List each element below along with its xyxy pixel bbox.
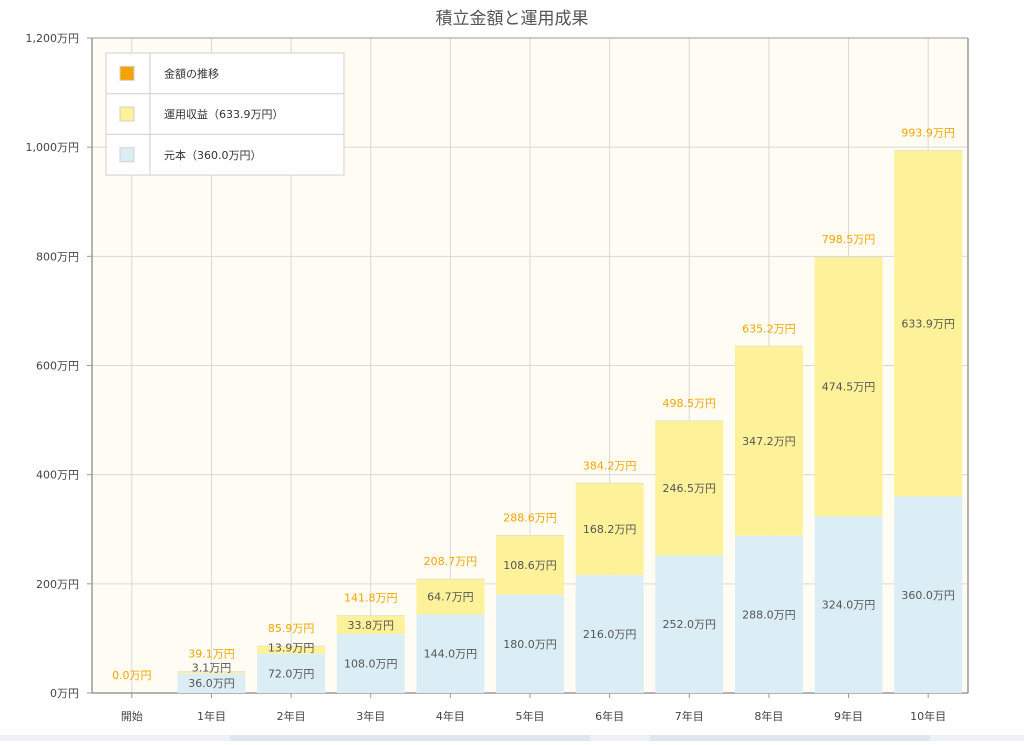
x-tick-label: 8年目 <box>754 709 783 723</box>
principal-value-label: 36.0万円 <box>188 677 235 690</box>
return-value-label: 246.5万円 <box>663 482 717 495</box>
total-value-label: 635.2万円 <box>742 322 796 335</box>
bar-principal <box>894 496 963 693</box>
principal-value-label: 288.0万円 <box>742 608 796 621</box>
x-tick-label: 3年目 <box>356 709 385 723</box>
legend-label: 運用収益（633.9万円） <box>164 107 284 121</box>
y-tick-label: 1,000万円 <box>26 141 80 154</box>
bar-principal <box>257 653 326 693</box>
x-tick-label: 4年目 <box>436 709 465 723</box>
x-tick-label: 開始 <box>121 709 143 723</box>
bar-return <box>894 150 963 497</box>
legend-label: 元本（360.0万円） <box>164 148 262 162</box>
principal-value-label: 144.0万円 <box>424 648 478 661</box>
bar-principal <box>336 634 405 693</box>
scroll-track-segment <box>230 735 590 741</box>
bar-return <box>496 535 564 595</box>
return-value-label: 168.2万円 <box>583 523 637 536</box>
principal-value-label: 180.0万円 <box>503 638 557 651</box>
y-tick-label: 800万円 <box>36 250 79 263</box>
return-value-label: 474.5万円 <box>822 381 876 394</box>
return-value-label: 3.1万円 <box>192 661 232 674</box>
total-value-label: 498.5万円 <box>663 397 717 410</box>
total-value-label: 85.9万円 <box>268 622 315 635</box>
total-value-label: 798.5万円 <box>822 233 876 246</box>
principal-value-label: 108.0万円 <box>344 658 398 671</box>
x-tick-label: 2年目 <box>277 709 306 723</box>
y-tick-label: 400万円 <box>36 469 79 482</box>
legend-box <box>105 52 345 176</box>
bar-principal <box>655 555 724 693</box>
x-tick-label: 6年目 <box>595 709 624 723</box>
return-value-label: 33.8万円 <box>347 619 394 632</box>
bar-principal <box>814 516 883 693</box>
x-tick-label: 5年目 <box>516 709 545 723</box>
total-value-label: 208.7万円 <box>424 555 478 568</box>
chart-title: 積立金額と運用成果 <box>436 9 589 29</box>
total-value-label: 993.9万円 <box>901 126 955 139</box>
bar-return <box>336 615 405 635</box>
legend-swatch <box>119 65 135 81</box>
bar-return <box>734 346 803 536</box>
bar-return <box>177 671 246 674</box>
return-value-label: 108.6万円 <box>503 559 557 572</box>
x-tick-label: 1年目 <box>197 709 226 723</box>
y-tick-label: 0万円 <box>50 687 79 700</box>
legend-label: 金額の推移 <box>164 66 219 80</box>
bar-principal <box>496 594 564 693</box>
scroll-track-segment <box>650 735 930 741</box>
bar-principal <box>177 673 246 693</box>
bar-principal <box>575 575 644 693</box>
bar-return <box>416 579 485 615</box>
principal-value-label: 252.0万円 <box>663 618 717 631</box>
legend-swatch <box>119 147 135 163</box>
total-value-label: 288.6万円 <box>503 511 557 524</box>
x-tick-label: 7年目 <box>675 709 704 723</box>
total-value-label: 0.0万円 <box>112 669 152 682</box>
bar-return <box>814 257 883 517</box>
x-tick-label: 10年目 <box>910 709 946 723</box>
bar-principal <box>416 614 485 693</box>
legend-swatch <box>119 106 135 122</box>
y-tick-label: 200万円 <box>36 578 79 591</box>
principal-value-label: 360.0万円 <box>901 589 955 602</box>
bottom-scrollbar-strip <box>0 735 1024 741</box>
y-tick-label: 1,200万円 <box>26 32 80 45</box>
total-value-label: 384.2万円 <box>583 459 637 472</box>
principal-value-label: 216.0万円 <box>583 628 637 641</box>
principal-value-label: 72.0万円 <box>268 667 315 680</box>
return-value-label: 347.2万円 <box>742 435 796 448</box>
return-value-label: 64.7万円 <box>427 591 474 604</box>
total-value-label: 39.1万円 <box>188 648 235 661</box>
bar-principal <box>734 535 803 693</box>
bar-return <box>257 646 326 654</box>
total-value-label: 141.8万円 <box>344 592 398 605</box>
bar-return <box>575 483 644 576</box>
return-value-label: 633.9万円 <box>901 317 955 330</box>
x-tick-label: 9年目 <box>834 709 863 723</box>
bar-return <box>655 420 724 556</box>
y-tick-label: 600万円 <box>36 360 79 373</box>
return-value-label: 13.9万円 <box>268 642 315 655</box>
principal-value-label: 324.0万円 <box>822 599 876 612</box>
